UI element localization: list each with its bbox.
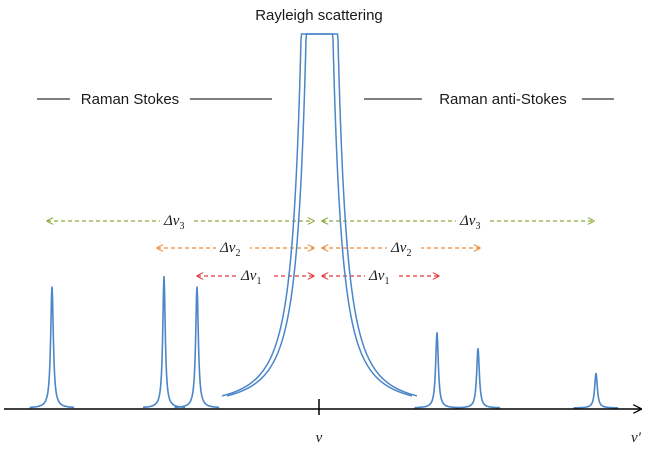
rayleigh-title: Rayleigh scattering bbox=[255, 7, 383, 24]
delta-nu1-stokes-label-bg bbox=[237, 265, 271, 285]
delta-nu1-stokes-label: Δν1 bbox=[240, 268, 261, 287]
delta-nu1-anti-stokes-label: Δν1 bbox=[368, 268, 389, 287]
rayleigh-peak-b bbox=[226, 33, 418, 397]
spectrum-curve bbox=[29, 33, 619, 409]
raman-anti-stokes-label: Raman anti-Stokes bbox=[439, 91, 567, 108]
anti-stokes-peak-2 bbox=[455, 348, 501, 409]
delta-nu3-anti-stokes-label: Δν3 bbox=[459, 213, 480, 232]
stokes-peak-2 bbox=[143, 275, 185, 409]
delta-nu3-anti-stokes-label-bg bbox=[456, 210, 490, 230]
anti-stokes-peak-1 bbox=[414, 332, 460, 409]
delta-nu1-anti-stokes-label-bg bbox=[365, 265, 399, 285]
rayleigh-peak-a bbox=[221, 33, 413, 397]
raman-stokes-label: Raman Stokes bbox=[81, 91, 179, 108]
nu-center-label: ν bbox=[316, 430, 323, 446]
delta-nu2-stokes-label-bg bbox=[216, 237, 250, 257]
nu-prime-axis-label: ν′ bbox=[631, 430, 642, 446]
delta-nu2-anti-stokes-label-bg bbox=[387, 237, 421, 257]
delta-nu2-anti-stokes-label: Δν2 bbox=[390, 240, 411, 259]
delta-nu3-stokes-label: Δν3 bbox=[163, 213, 184, 232]
anti-stokes-peak-3 bbox=[573, 372, 619, 409]
stokes-peak-1 bbox=[174, 286, 220, 409]
delta-nu3-stokes-label-bg bbox=[160, 210, 194, 230]
delta-nu2-stokes-label: Δν2 bbox=[219, 240, 240, 259]
stokes-peak-3 bbox=[29, 286, 75, 409]
